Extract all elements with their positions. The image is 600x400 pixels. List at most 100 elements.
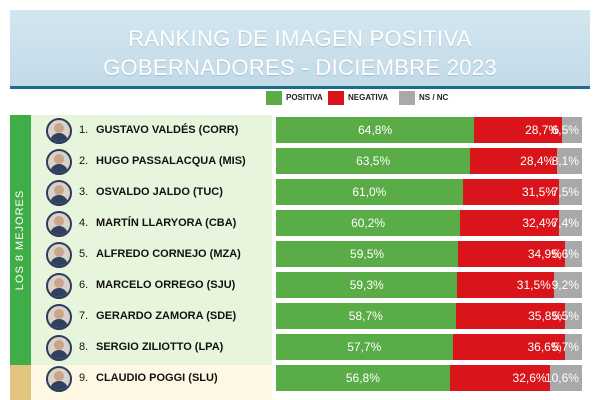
bar-negativa: 32,6% <box>449 365 550 391</box>
data-label: 58,7% <box>348 309 383 323</box>
stacked-bar: 56,8% 32,6% 10,6% <box>276 365 582 391</box>
data-label: 57,7% <box>347 340 382 354</box>
bar-negativa: 31,5% <box>457 272 554 298</box>
data-label: 31,5% <box>516 278 551 292</box>
bar-negativa: 36,6% <box>452 334 565 360</box>
data-label: 56,8% <box>345 371 380 385</box>
chart-title-line1: RANKING DE IMAGEN POSITIVA <box>128 26 472 51</box>
bar-ns-nc: 5,6% <box>552 241 582 267</box>
rank-number: 7. <box>79 310 89 322</box>
bar-negativa: 31,5% <box>462 179 560 205</box>
governor-avatar <box>46 366 72 392</box>
bar-positiva: 56,8% <box>276 365 450 391</box>
bar-ns-nc: 5,5% <box>552 303 582 329</box>
rank-number: 4. <box>79 217 89 229</box>
category-label: SERGIO ZILIOTTO (LPA) <box>96 341 224 353</box>
bar-negativa: 34,9% <box>458 241 565 267</box>
bar-positiva: 59,3% <box>276 272 458 298</box>
legend-label-ns-nc: NS / NC <box>419 93 449 102</box>
data-label: 31,5% <box>522 185 557 199</box>
stacked-bar: 58,7% 35,8% 5,5% <box>276 303 582 329</box>
group-best-bar <box>10 115 31 365</box>
bar-positiva: 61,0% <box>276 179 463 205</box>
stacked-bar: 57,7% 36,6% 5,7% <box>276 334 582 360</box>
chart-legend: POSITIVA NEGATIVA NS / NC <box>266 90 596 106</box>
bar-ns-nc: 9,2% <box>551 272 582 298</box>
bar-ns-nc: 6,5% <box>552 117 582 143</box>
data-label: 61,0% <box>352 185 387 199</box>
bar-positiva: 64,8% <box>276 117 475 143</box>
stacked-bar: 60,2% 32,4% 7,4% <box>276 210 582 236</box>
stacked-bar: 64,8% 28,7% 6,5% <box>276 117 582 143</box>
governor-avatar <box>46 149 72 175</box>
bar-positiva: 63,5% <box>276 148 471 174</box>
bar-positiva: 58,7% <box>276 303 456 329</box>
category-label: CLAUDIO POGGI (SLU) <box>96 372 218 384</box>
chart-row: 7. GERARDO ZAMORA (SDE) 58,7% 35,8% 5,5% <box>0 303 600 331</box>
stacked-bar: 59,5% 34,9% 5,6% <box>276 241 582 267</box>
governor-avatar <box>46 335 72 361</box>
chart-row: 5. ALFREDO CORNEJO (MZA) 59,5% 34,9% 5,6% <box>0 241 600 269</box>
data-label: 8,1% <box>551 154 579 168</box>
rank-number: 6. <box>79 279 89 291</box>
governor-avatar <box>46 273 72 299</box>
data-label: 36,6% <box>527 340 562 354</box>
chart-row: 3. OSVALDO JALDO (TUC) 61,0% 31,5% 7,5% <box>0 179 600 207</box>
legend-swatch-positiva <box>266 91 282 105</box>
data-label: 5,7% <box>551 340 579 354</box>
legend-swatch-negativa <box>328 91 344 105</box>
bar-positiva: 57,7% <box>276 334 453 360</box>
legend-label-negativa: NEGATIVA <box>348 93 389 102</box>
data-label: 34,9% <box>527 247 562 261</box>
rank-number: 5. <box>79 248 89 260</box>
data-label: 28,4% <box>520 154 555 168</box>
header-divider <box>10 86 590 89</box>
category-label: ALFREDO CORNEJO (MZA) <box>96 248 241 260</box>
rank-number: 9. <box>79 372 89 384</box>
chart-header: RANKING DE IMAGEN POSITIVA GOBERNADORES … <box>10 10 590 86</box>
bar-positiva: 59,5% <box>276 241 459 267</box>
chart-row: 1. GUSTAVO VALDÉS (CORR) 64,8% 28,7% 6,5% <box>0 117 600 145</box>
data-label: 10,6% <box>544 371 579 385</box>
data-label: 60,2% <box>351 216 386 230</box>
data-label: 32,4% <box>522 216 557 230</box>
data-label: 63,5% <box>356 154 391 168</box>
chart-row: 2. HUGO PASSALACQUA (MIS) 63,5% 28,4% 8,1% <box>0 148 600 176</box>
governor-avatar <box>46 211 72 237</box>
data-label: 59,3% <box>349 278 384 292</box>
stacked-bar: 63,5% 28,4% 8,1% <box>276 148 582 174</box>
bar-positiva: 60,2% <box>276 210 461 236</box>
bar-negativa: 28,4% <box>470 148 558 174</box>
rank-number: 8. <box>79 341 89 353</box>
data-label: 35,8% <box>528 309 563 323</box>
category-label: GUSTAVO VALDÉS (CORR) <box>96 124 239 136</box>
rank-number: 3. <box>79 186 89 198</box>
data-label: 64,8% <box>358 123 393 137</box>
chart-row: 8. SERGIO ZILIOTTO (LPA) 57,7% 36,6% 5,7% <box>0 334 600 362</box>
data-label: 59,5% <box>350 247 385 261</box>
data-label: 9,2% <box>551 278 579 292</box>
rank-number: 2. <box>79 155 89 167</box>
stacked-bar: 59,3% 31,5% 9,2% <box>276 272 582 298</box>
data-label: 32,6% <box>512 371 547 385</box>
data-label: 7,5% <box>551 185 579 199</box>
bar-ns-nc: 7,5% <box>552 179 582 205</box>
category-label: MARCELO ORREGO (SJU) <box>96 279 236 291</box>
chart-title-line2: GOBERNADORES - DICIEMBRE 2023 <box>103 55 497 80</box>
stacked-bar: 61,0% 31,5% 7,5% <box>276 179 582 205</box>
bar-negativa: 32,4% <box>460 210 560 236</box>
category-label: MARTÍN LLARYORA (CBA) <box>96 217 237 229</box>
chart-row: 4. MARTÍN LLARYORA (CBA) 60,2% 32,4% 7,4% <box>0 210 600 238</box>
group-next-bar <box>10 365 31 400</box>
data-label: 6,5% <box>551 123 579 137</box>
governor-avatar <box>46 180 72 206</box>
data-label: 5,5% <box>551 309 579 323</box>
governor-avatar <box>46 242 72 268</box>
bar-ns-nc: 7,4% <box>552 210 582 236</box>
governor-avatar <box>46 304 72 330</box>
bar-ns-nc: 10,6% <box>545 365 582 391</box>
governor-avatar <box>46 118 72 144</box>
bar-ns-nc: 8,1% <box>552 148 582 174</box>
chart-row: 6. MARCELO ORREGO (SJU) 59,3% 31,5% 9,2% <box>0 272 600 300</box>
legend-label-positiva: POSITIVA <box>286 93 323 102</box>
